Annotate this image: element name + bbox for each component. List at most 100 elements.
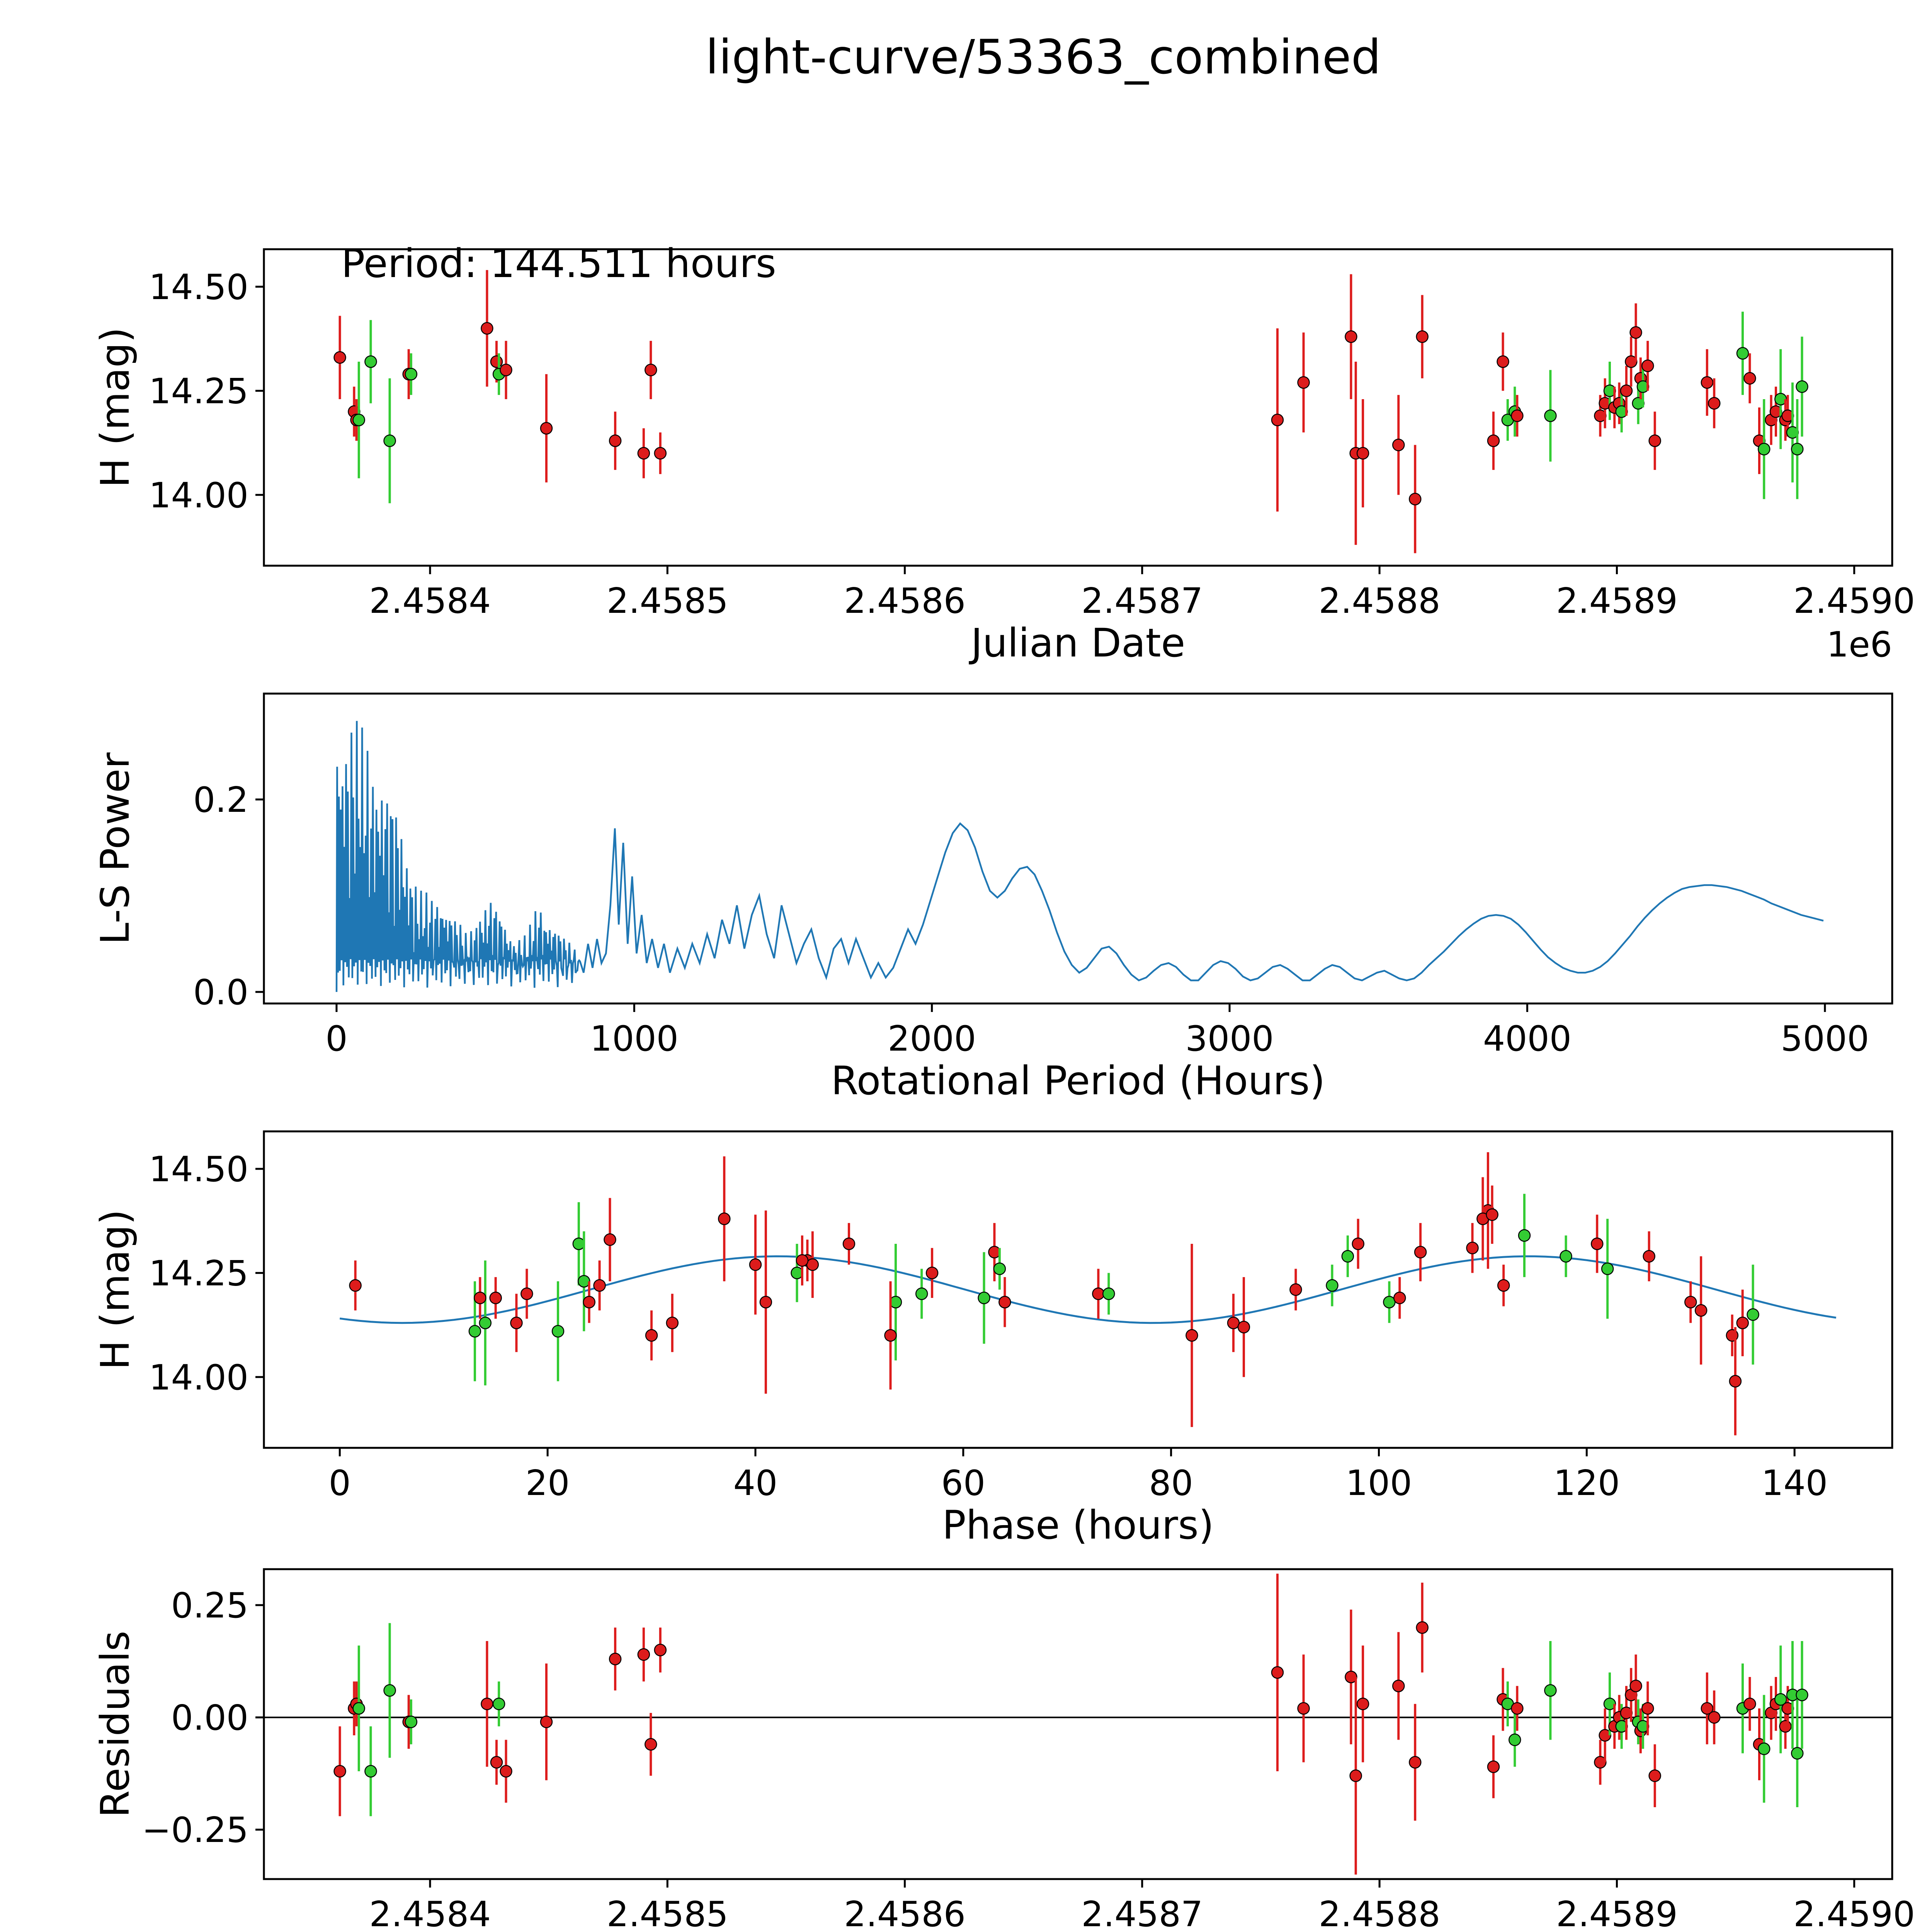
data-point-red [718, 1213, 731, 1225]
x-tick-label: 2.4586 [844, 581, 966, 621]
y-tick-label: 14.50 [149, 267, 248, 308]
data-point-green [1326, 1279, 1338, 1292]
data-point-red [884, 1329, 897, 1342]
data-point-green [1383, 1296, 1396, 1309]
x-tick-label: 140 [1761, 1463, 1828, 1503]
data-point-red [1643, 1250, 1655, 1263]
data-point-red [654, 1643, 667, 1656]
data-point-green [1544, 409, 1557, 422]
x-tick-label: 3000 [1185, 1019, 1274, 1059]
data-point-red [1352, 1237, 1364, 1250]
x-tick-label: 80 [1149, 1463, 1193, 1503]
data-point-red [1591, 1237, 1604, 1250]
axes-spines [263, 248, 1893, 567]
x-tick-label: 0 [329, 1463, 351, 1503]
data-point-red [1708, 397, 1721, 410]
data-point-red [1629, 326, 1642, 339]
data-point-red [1694, 1304, 1708, 1317]
x-tick-label: 2.4589 [1556, 581, 1678, 621]
y-axis-label: Residuals [92, 1631, 138, 1818]
data-point-red [1092, 1287, 1105, 1300]
data-point-red [510, 1316, 523, 1329]
data-point-red [593, 1279, 606, 1292]
data-point-green [1791, 443, 1804, 456]
axis-offset-label: 1e6 [1827, 624, 1892, 665]
data-point-green [364, 355, 377, 368]
data-point-red [481, 1697, 493, 1710]
data-point-red [1297, 376, 1310, 389]
data-point-green [479, 1316, 492, 1329]
x-tick-label: 40 [733, 1463, 778, 1503]
data-point-red [1779, 1720, 1792, 1733]
data-point-red [1237, 1321, 1250, 1333]
periodogram-line [335, 721, 1824, 992]
data-point-red [500, 364, 512, 376]
data-point-red [490, 355, 503, 368]
plot-area-residuals [264, 1573, 1892, 1875]
data-point-red [1466, 1242, 1479, 1254]
data-point-red [925, 1267, 939, 1279]
y-axis-label: H (mag) [92, 1209, 138, 1370]
y-tick-label: 14.25 [149, 371, 248, 412]
data-point-green [1601, 1262, 1614, 1275]
data-point-green [1774, 1693, 1787, 1706]
panel-periodogram: 0 1000 2000 3000 4000 5000 0.0 0.2 Rotational Pe… [92, 692, 1893, 1104]
data-point-green [383, 434, 396, 447]
x-tick-label: 2.4586 [844, 1894, 966, 1932]
data-point-red [998, 1296, 1011, 1309]
y-tick-label: 14.00 [149, 1357, 248, 1398]
data-point-red [1487, 1760, 1500, 1773]
x-tick-label: 2.4590 [1793, 1894, 1915, 1932]
data-point-red [1641, 359, 1654, 372]
y-tick-label: 14.00 [149, 475, 248, 516]
data-point-red [583, 1296, 595, 1309]
data-point-green [383, 1684, 396, 1697]
data-point-red [1620, 384, 1633, 397]
data-point-red [1629, 1679, 1642, 1692]
data-point-red [1743, 1697, 1756, 1710]
data-point-red [490, 1756, 503, 1769]
x-tick-label: 2.4584 [369, 581, 491, 621]
data-point-green [1544, 1684, 1557, 1697]
x-tick-label: 2.4587 [1081, 1894, 1203, 1932]
x-tick-label: 0 [325, 1019, 347, 1059]
x-tick-label: 5000 [1781, 1019, 1869, 1059]
data-point-red [654, 447, 667, 460]
y-tick-label: 14.25 [149, 1253, 248, 1294]
data-point-red [349, 1279, 362, 1292]
data-point-red [1729, 1375, 1742, 1388]
data-point-red [1227, 1316, 1240, 1329]
x-tick-label: 2.4589 [1556, 1894, 1678, 1932]
data-point-green [1341, 1250, 1354, 1263]
data-point-red [645, 1329, 658, 1342]
y-tick-label: 0.2 [193, 780, 248, 820]
data-point-green [978, 1291, 990, 1304]
x-axis-label: Rotational Period (Hours) [831, 1058, 1325, 1104]
data-point-red [333, 1765, 346, 1778]
x-axis-label: Phase (hours) [942, 1502, 1214, 1548]
data-point-red [796, 1254, 809, 1267]
x-tick-label: 100 [1346, 1463, 1412, 1503]
y-axis-label: H (mag) [92, 327, 138, 488]
x-tick-label: 2.4588 [1319, 581, 1440, 621]
data-point-green [405, 1715, 418, 1728]
x-tick-label: 4000 [1483, 1019, 1571, 1059]
x-tick-label: 2.4585 [607, 1894, 728, 1932]
data-point-red [1641, 1702, 1654, 1715]
data-point-green [1518, 1229, 1531, 1242]
y-tick-label: 0.25 [171, 1585, 248, 1626]
data-point-red [333, 351, 346, 364]
y-tick-label: 0.00 [171, 1698, 248, 1738]
data-point-red [540, 422, 553, 435]
data-point-red [759, 1296, 772, 1309]
data-point-red [481, 322, 493, 335]
data-point-green [1102, 1287, 1115, 1300]
data-point-red [604, 1233, 616, 1246]
data-point-red [540, 1715, 553, 1728]
data-point-red [645, 1738, 657, 1751]
data-point-red [645, 364, 657, 376]
data-point-red [1392, 1679, 1405, 1692]
data-point-red [1511, 1702, 1524, 1715]
